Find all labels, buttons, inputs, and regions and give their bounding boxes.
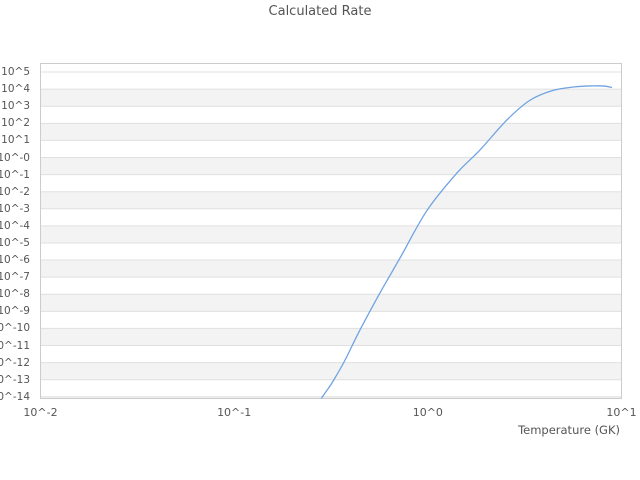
stripe-band — [40, 191, 622, 209]
y-tick-label: 10^-1 — [0, 168, 30, 181]
stripe-band — [40, 362, 622, 380]
y-tick-label: 10^1 — [1, 134, 30, 147]
x-tick-label: 10^1 — [606, 406, 637, 419]
stripe-band — [40, 225, 622, 243]
y-tick-label: 10^-12 — [0, 356, 30, 369]
y-tick-label: 10^-2 — [0, 185, 30, 198]
y-tick-label: 10^2 — [1, 117, 30, 130]
stripe-band — [40, 328, 622, 346]
y-tick-label: 10^5 — [1, 66, 30, 79]
stripe-band — [40, 294, 622, 312]
stripe-band — [40, 123, 622, 141]
y-tick-label: 10^-13 — [0, 373, 30, 386]
chart-title: Calculated Rate — [268, 4, 372, 19]
y-tick-label: 10^-5 — [0, 236, 30, 249]
y-tick-label: 10^-10 — [0, 322, 30, 335]
stripe-band — [40, 89, 622, 107]
x-axis-title: Temperature (GK) — [518, 423, 620, 437]
plot-border — [40, 63, 622, 399]
y-tick-label: 10^4 — [1, 83, 30, 96]
x-tick-label: 10^-1 — [217, 406, 252, 419]
y-tick-label: 10^-3 — [0, 202, 30, 215]
y-tick-label: 10^-14 — [0, 390, 30, 403]
y-tick-label: 10^-9 — [0, 305, 30, 318]
y-tick-label: 10^-11 — [0, 339, 30, 352]
y-tick-label: 10^-4 — [0, 219, 30, 232]
stripe-band — [40, 260, 622, 278]
stripe-band — [40, 157, 622, 175]
y-tick-label: 10^-7 — [0, 271, 30, 284]
rate-curve — [320, 85, 613, 399]
x-tick-label: 10^-2 — [23, 406, 58, 419]
y-tick-label: 10^-0 — [0, 151, 30, 164]
y-tick-label: 10^3 — [1, 100, 30, 113]
y-tick-label: 10^-8 — [0, 288, 30, 301]
y-tick-label: 10^-6 — [0, 254, 30, 267]
stripe-band — [40, 396, 622, 399]
x-tick-label: 10^0 — [412, 406, 443, 419]
